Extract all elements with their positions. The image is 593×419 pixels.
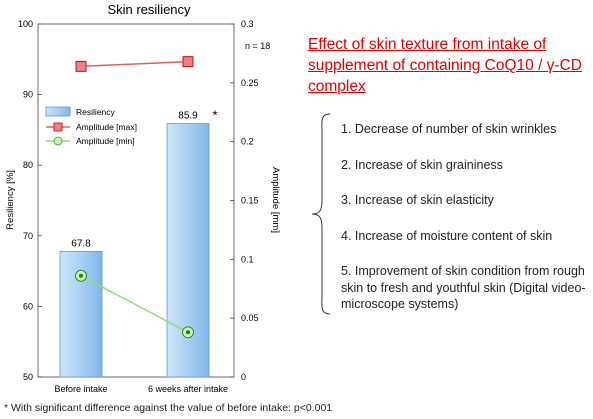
min-amplitude-point-center [79, 273, 83, 278]
lines-group [75, 56, 194, 339]
effects-list: 1. Decrease of number of skin wrinkles 2… [341, 121, 586, 332]
y2-tick-label: 0.15 [241, 196, 259, 206]
x-tick-label: Before intake [54, 384, 107, 394]
y-tick-label: 100 [18, 19, 33, 29]
y-tick-label: 60 [23, 301, 33, 311]
min-amplitude-line [80, 275, 189, 333]
y2-tick-label: 0 [241, 372, 246, 382]
x-axis-labels: Before intake 6 weeks after intake [54, 384, 228, 394]
legend-swatch-max-marker [53, 122, 63, 132]
max-amplitude-line [80, 60, 189, 68]
bars-group: 67.8 85.9 * [59, 108, 218, 378]
max-amplitude-point [75, 60, 87, 72]
legend-label-max: Amplitude [max] [76, 122, 137, 132]
legend-label-min: Amplitude [min] [76, 136, 135, 146]
legend: Resiliency Amplitude [max] Amplitude [mi… [45, 106, 137, 146]
effect-item: 3. Increase of skin elasticity [341, 193, 494, 207]
y2-tick-label: 0.2 [241, 137, 254, 147]
bar-value-label: 85.9 [178, 111, 198, 122]
y2-tick-label: 0.25 [241, 78, 259, 88]
footnote: * With significant difference against th… [4, 402, 333, 414]
max-amplitude-point [182, 56, 194, 68]
y2-tick-label: 0.1 [241, 254, 254, 264]
min-amplitude-point-center [186, 330, 190, 335]
effect-item: 4. Increase of moisture content of skin [341, 228, 553, 243]
y-tick-label: 50 [23, 372, 33, 382]
y2-axis-label: Amplitude [mm] [270, 167, 281, 233]
curly-brace [311, 113, 331, 315]
right-axis-ticks: 0 0.05 0.1 0.15 0.2 0.25 0.3 [230, 19, 259, 382]
x-tick-label: 6 weeks after intake [148, 384, 228, 394]
legend-label-resiliency: Resiliency [76, 107, 115, 117]
y2-tick-label: 0.3 [241, 19, 254, 29]
effect-item: 2. Increase of skin graininess [341, 157, 503, 172]
y-axis-label: Resiliency [%] [5, 170, 16, 230]
n-label: n = 18 [245, 41, 270, 51]
y-tick-label: 70 [23, 231, 33, 241]
effect-item: 1. Decrease of number of skin wrinkles [341, 122, 557, 136]
y2-tick-label: 0.05 [241, 313, 259, 323]
left-axis-ticks: 50 60 70 80 90 100 [18, 19, 42, 382]
legend-swatch-resiliency [45, 106, 71, 117]
resiliency-chart: Skin resiliency 67.885.9 * 5060708090100 … [5, 2, 281, 394]
legend-swatch-min-marker [53, 136, 63, 146]
y-tick-label: 80 [23, 160, 33, 170]
bar-value-label: 67.8 [71, 238, 91, 249]
chart-title: Skin resiliency [107, 2, 191, 17]
significance-star: * [212, 108, 217, 123]
bar [166, 123, 210, 378]
y-tick-label: 90 [23, 90, 33, 100]
effect-item: 5. Improvement of skin condition from ro… [341, 264, 586, 311]
effect-title: Effect of skin texture from intake of su… [308, 36, 582, 95]
